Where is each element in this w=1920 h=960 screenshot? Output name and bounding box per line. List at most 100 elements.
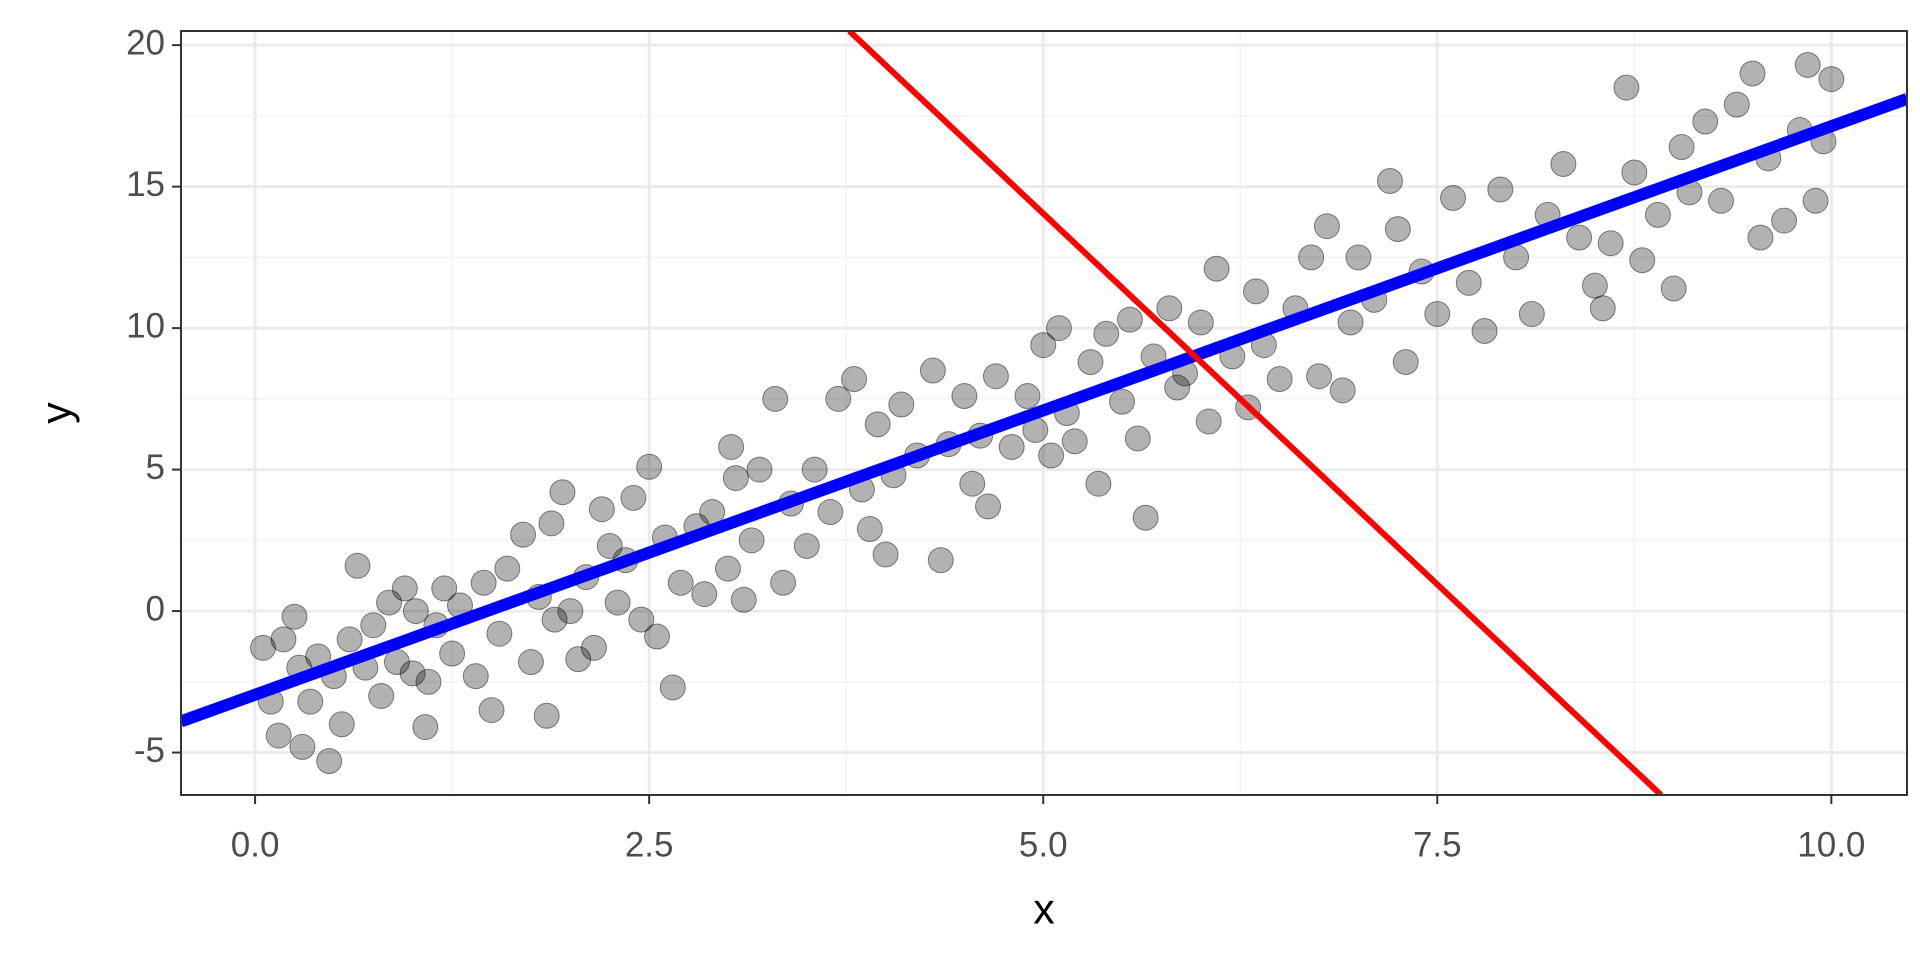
point (604, 589, 631, 616)
x-tick-label: 0.0 (231, 825, 280, 864)
point (470, 569, 497, 596)
point (1384, 216, 1411, 243)
point (1030, 332, 1057, 359)
point (1266, 366, 1293, 393)
point (730, 586, 757, 613)
point (281, 603, 308, 630)
point (1723, 91, 1750, 118)
point (1644, 201, 1671, 228)
point (718, 433, 745, 460)
point (1203, 255, 1230, 282)
point (1085, 470, 1112, 497)
point (1794, 51, 1821, 78)
point (1771, 207, 1798, 234)
point (872, 541, 899, 568)
y-tick-label: 0 (146, 589, 165, 628)
point (402, 598, 429, 625)
x-tick-label: 10.0 (1797, 825, 1865, 864)
point (1747, 224, 1774, 251)
point (714, 555, 741, 582)
point (412, 714, 439, 741)
point (801, 456, 828, 483)
point (580, 634, 607, 661)
point (1061, 428, 1088, 455)
point (588, 496, 615, 523)
point (565, 646, 592, 673)
point (1306, 363, 1333, 390)
point (817, 499, 844, 526)
point (667, 569, 694, 596)
point (1487, 176, 1514, 203)
point (1124, 425, 1151, 452)
point (1440, 184, 1467, 211)
x-tick-label: 7.5 (1413, 825, 1462, 864)
point (793, 532, 820, 559)
point (864, 411, 891, 438)
y-tick-label: 15 (126, 165, 165, 204)
marks (181, 31, 1907, 795)
point (439, 640, 466, 667)
point (762, 385, 789, 412)
point (1195, 408, 1222, 435)
point (1566, 224, 1593, 251)
point (975, 493, 1002, 520)
point (494, 555, 521, 582)
point (1692, 108, 1719, 135)
point (1424, 300, 1451, 327)
point (596, 532, 623, 559)
point (1660, 275, 1687, 302)
point (691, 581, 718, 608)
point (1668, 134, 1695, 161)
point (1014, 383, 1041, 410)
point (659, 674, 686, 701)
point (541, 606, 568, 633)
point (644, 623, 671, 650)
point (316, 748, 343, 775)
point (431, 575, 458, 602)
y-tick-label: 10 (126, 306, 165, 345)
point (738, 527, 765, 554)
point (1156, 295, 1183, 322)
point (415, 668, 442, 695)
point (1187, 309, 1214, 336)
point (297, 688, 324, 715)
point (746, 456, 773, 483)
point (399, 660, 426, 687)
point (1345, 244, 1372, 271)
point (360, 612, 387, 639)
point (1337, 309, 1364, 336)
point (1471, 317, 1498, 344)
point (1581, 272, 1608, 299)
point (620, 484, 647, 511)
x-axis-title: x (1033, 885, 1055, 933)
point (1613, 74, 1640, 101)
point (289, 733, 316, 760)
point (533, 702, 560, 729)
fit-line (847, 31, 1664, 795)
axes: 0.0 2.5 5.0 7.5 10.0 -5 0 5 10 15 20 (126, 23, 1865, 864)
point (1597, 230, 1624, 257)
y-axis-title: y (32, 402, 80, 424)
point (959, 470, 986, 497)
point (1392, 349, 1419, 376)
point (1109, 388, 1136, 415)
point (478, 697, 505, 724)
point (1550, 150, 1577, 177)
point (1818, 66, 1845, 93)
point (1739, 60, 1766, 87)
point (1038, 442, 1065, 469)
point (1455, 269, 1482, 296)
point (1116, 306, 1143, 333)
x-tick-label: 2.5 (625, 825, 674, 864)
point (1376, 167, 1403, 194)
point (919, 357, 946, 384)
point (856, 516, 883, 543)
point (888, 391, 915, 418)
y-tick-label: 5 (146, 448, 165, 487)
point (376, 589, 403, 616)
point (549, 479, 576, 506)
point (1802, 187, 1829, 214)
point (486, 620, 513, 647)
point (1093, 320, 1120, 347)
point (1518, 300, 1545, 327)
